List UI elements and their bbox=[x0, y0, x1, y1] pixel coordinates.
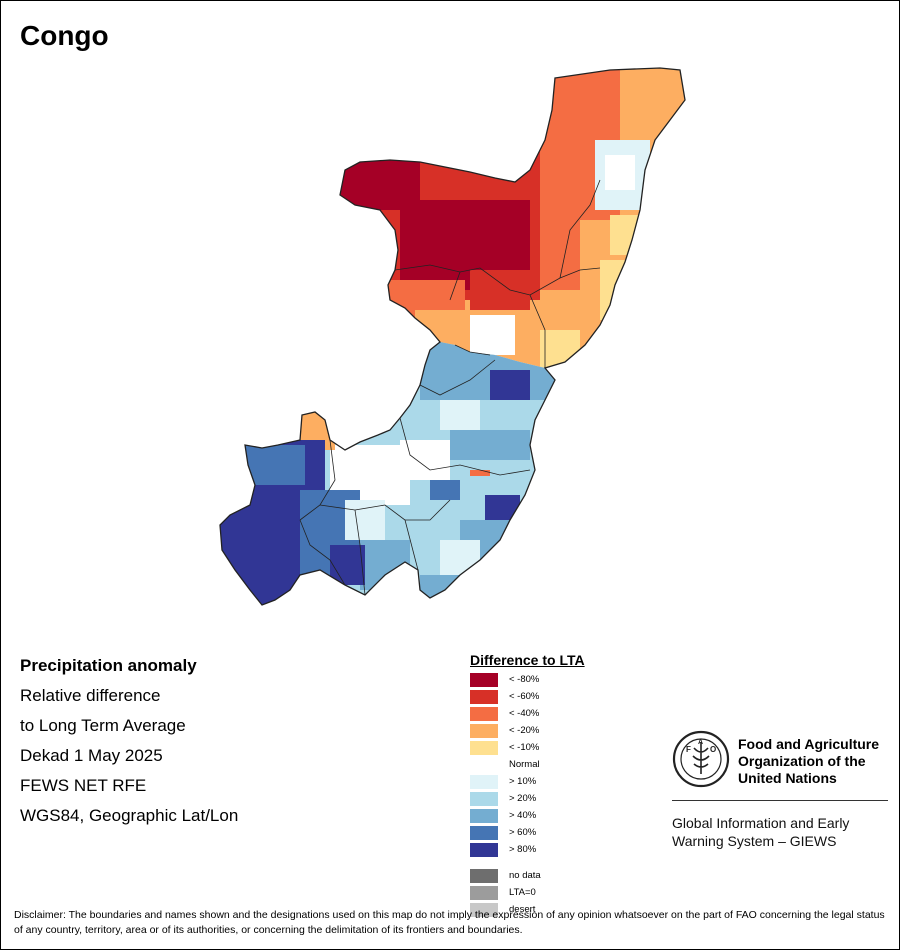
fao-org-line: United Nations bbox=[738, 770, 837, 786]
legend-item: < -60% bbox=[470, 689, 630, 706]
legend-swatch bbox=[470, 690, 498, 704]
map-info: Precipitation anomaly Relative differenc… bbox=[20, 656, 420, 836]
department-borders bbox=[299, 179, 601, 596]
info-line: WGS84, Geographic Lat/Lon bbox=[20, 806, 239, 825]
legend-swatch bbox=[470, 707, 498, 721]
svg-text:O: O bbox=[710, 745, 716, 754]
north-region bbox=[340, 68, 685, 368]
info-heading: Precipitation anomaly bbox=[20, 656, 197, 675]
south-region bbox=[220, 342, 555, 605]
legend-swatch bbox=[470, 809, 498, 823]
fao-org-line: Food and Agriculture bbox=[738, 736, 880, 752]
legend-item: < -20% bbox=[470, 723, 630, 740]
legend-swatch bbox=[470, 826, 498, 840]
legend-swatch bbox=[470, 792, 498, 806]
legend-item: no data bbox=[470, 868, 630, 885]
legend-item: Normal bbox=[470, 757, 630, 774]
country-border bbox=[219, 67, 686, 606]
fao-logo-icon: F A O bbox=[672, 730, 730, 788]
legend-swatch bbox=[470, 758, 498, 772]
giews-line: Global Information and Early bbox=[672, 815, 850, 831]
legend-item: > 80% bbox=[470, 842, 630, 859]
legend-swatch bbox=[470, 741, 498, 755]
legend-swatch bbox=[470, 724, 498, 738]
info-line: Dekad 1 May 2025 bbox=[20, 746, 163, 765]
giews-name: Global Information and Early Warning Sys… bbox=[672, 814, 892, 850]
legend-swatch bbox=[470, 869, 498, 883]
legend-label: < -10% bbox=[509, 742, 540, 753]
legend-label: no data bbox=[509, 870, 541, 881]
legend-item: LTA=0 bbox=[470, 885, 630, 902]
legend-item: > 40% bbox=[470, 808, 630, 825]
legend-label: < -80% bbox=[509, 674, 540, 685]
legend-swatch bbox=[470, 673, 498, 687]
legend-label: desert bbox=[509, 904, 536, 915]
legend-item: < -40% bbox=[470, 706, 630, 723]
legend-classes: < -80% < -60% < -40% < -20% < -10% Normal > 10… bbox=[470, 672, 630, 859]
legend-label: < -40% bbox=[509, 708, 540, 719]
legend-label: > 10% bbox=[509, 776, 537, 787]
legend-swatch bbox=[470, 775, 498, 789]
legend-swatch bbox=[470, 903, 498, 917]
disclaimer: Disclaimer: The boundaries and names sho… bbox=[14, 909, 885, 936]
legend-extra: no data LTA=0 desert bbox=[470, 868, 630, 919]
map-title: Congo bbox=[20, 20, 109, 51]
legend-label: < -20% bbox=[509, 725, 540, 736]
anomaly-map bbox=[219, 67, 686, 606]
info-line: FEWS NET RFE bbox=[20, 776, 147, 795]
legend-label: Normal bbox=[509, 759, 540, 770]
giews-line: Warning System – GIEWS bbox=[672, 833, 837, 849]
legend-item: > 60% bbox=[470, 825, 630, 842]
legend-label: > 20% bbox=[509, 793, 537, 804]
legend-title: Difference to LTA bbox=[470, 652, 585, 668]
svg-text:F: F bbox=[686, 745, 691, 754]
congo-map-svg bbox=[219, 67, 686, 606]
legend-swatch bbox=[470, 886, 498, 900]
info-line: to Long Term Average bbox=[20, 716, 186, 735]
legend-label: > 80% bbox=[509, 844, 537, 855]
legend-item: > 20% bbox=[470, 791, 630, 808]
legend-item: > 10% bbox=[470, 774, 630, 791]
legend: Difference to LTA < -80% < -60% < -40% < -2… bbox=[470, 652, 630, 919]
legend-item: desert bbox=[470, 902, 630, 919]
legend-label: > 60% bbox=[509, 827, 537, 838]
legend-swatch bbox=[470, 843, 498, 857]
fao-org-line: Organization of the bbox=[738, 753, 866, 769]
info-line: Relative difference bbox=[20, 686, 161, 705]
legend-item: < -10% bbox=[470, 740, 630, 757]
divider bbox=[672, 800, 888, 801]
svg-text:A: A bbox=[698, 739, 703, 746]
legend-label: > 40% bbox=[509, 810, 537, 821]
fao-org-name: Food and Agriculture Organization of the… bbox=[738, 736, 898, 787]
legend-label: < -60% bbox=[509, 691, 540, 702]
legend-item: < -80% bbox=[470, 672, 630, 689]
legend-label: LTA=0 bbox=[509, 887, 536, 898]
